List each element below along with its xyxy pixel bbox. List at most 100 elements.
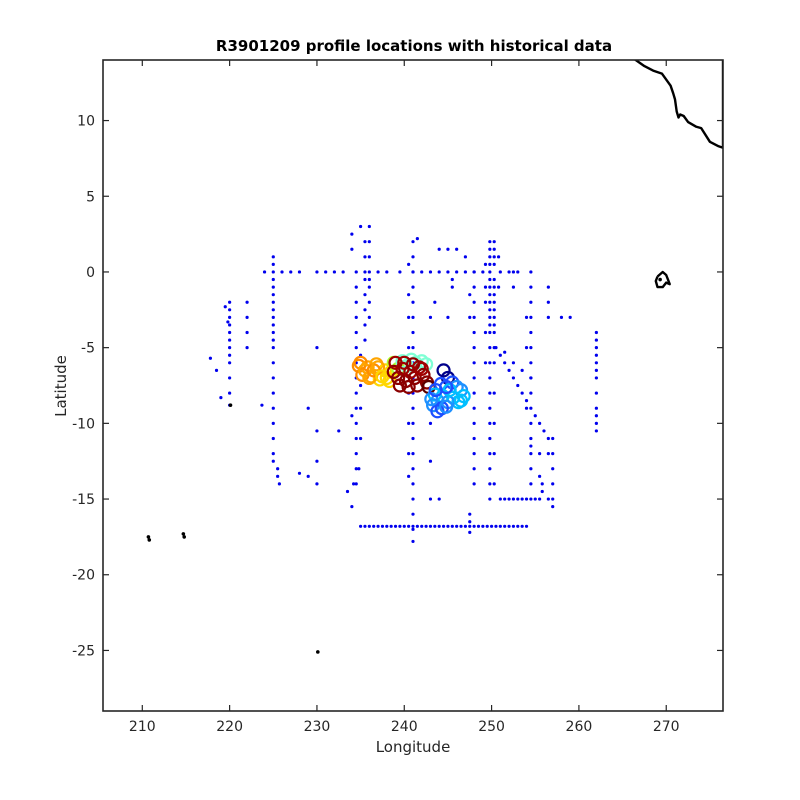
historical-point <box>488 255 492 259</box>
historical-point <box>488 277 492 282</box>
historical-point <box>485 524 489 528</box>
historical-point <box>492 277 496 282</box>
historical-point <box>472 391 476 395</box>
historical-point <box>481 524 485 528</box>
historical-point <box>492 330 496 335</box>
historical-point <box>483 361 488 365</box>
historical-point <box>271 285 275 289</box>
historical-point <box>492 391 496 395</box>
island <box>146 535 151 539</box>
historical-point <box>271 308 275 312</box>
historical-point <box>214 368 219 372</box>
historical-point <box>280 270 284 274</box>
historical-point <box>363 338 367 342</box>
profile-marker <box>362 370 377 386</box>
island <box>658 277 662 282</box>
historical-point <box>276 474 280 478</box>
historical-point <box>492 262 496 266</box>
historical-point <box>520 368 524 372</box>
historical-point <box>271 300 275 304</box>
x-axis-label: Longitude <box>376 738 451 756</box>
historical-point <box>488 262 492 266</box>
historical-point <box>367 285 371 289</box>
historical-point <box>488 247 492 251</box>
historical-point <box>529 444 533 448</box>
historical-point <box>271 346 275 350</box>
historical-point <box>511 285 516 289</box>
historical-point <box>533 414 537 418</box>
historical-point <box>594 406 598 410</box>
historical-point <box>538 452 542 456</box>
historical-point <box>498 270 502 274</box>
historical-point <box>446 247 450 251</box>
historical-point <box>529 482 533 486</box>
historical-point <box>271 330 275 335</box>
historical-point <box>411 315 415 319</box>
historical-point <box>524 497 529 501</box>
island <box>228 403 233 407</box>
historical-point <box>359 524 363 528</box>
x-tick-label: 270 <box>653 719 680 735</box>
historical-point <box>488 436 492 441</box>
historical-point <box>594 429 598 433</box>
profile-marker <box>414 361 429 376</box>
historical-point <box>594 361 598 365</box>
historical-point <box>546 452 550 456</box>
historical-point <box>520 391 524 395</box>
historical-point <box>306 406 310 410</box>
historical-point <box>503 361 507 365</box>
historical-point <box>472 330 476 335</box>
historical-point <box>350 232 354 236</box>
historical-point <box>472 270 476 274</box>
historical-point <box>407 421 411 425</box>
historical-point <box>494 524 498 528</box>
historical-point <box>354 270 358 274</box>
historical-point <box>529 376 533 380</box>
historical-point <box>354 406 358 410</box>
historical-point <box>516 383 520 388</box>
historical-point <box>341 270 345 274</box>
historical-point <box>357 467 361 471</box>
historical-point <box>271 459 275 463</box>
historical-point <box>594 353 598 357</box>
historical-point <box>354 330 358 335</box>
historical-point <box>428 524 433 528</box>
historical-point <box>538 421 542 425</box>
historical-point <box>271 270 275 274</box>
profile-marker <box>442 382 457 398</box>
historical-point <box>488 497 492 501</box>
historical-point <box>524 346 529 350</box>
x-tick-label: 220 <box>216 719 243 735</box>
historical-point <box>463 255 467 259</box>
historical-point <box>533 497 537 501</box>
historical-point <box>540 482 544 486</box>
historical-point <box>488 361 492 365</box>
historical-point <box>411 539 415 544</box>
historical-point <box>524 524 529 528</box>
historical-point <box>472 315 476 319</box>
profile-marker <box>357 363 373 378</box>
historical-point <box>594 414 598 418</box>
historical-point <box>524 406 529 410</box>
historical-point <box>507 270 511 274</box>
historical-point <box>511 361 516 365</box>
historical-point <box>245 346 249 350</box>
historical-point <box>315 429 319 433</box>
historical-point <box>208 356 213 360</box>
historical-point <box>367 270 371 274</box>
historical-point <box>271 421 275 425</box>
historical-point <box>271 323 275 327</box>
historical-point <box>354 300 358 304</box>
historical-point <box>363 270 367 274</box>
x-tick-label: 210 <box>129 719 156 735</box>
profile-marker <box>436 363 451 378</box>
historical-point <box>524 315 529 319</box>
historical-point <box>476 524 481 528</box>
historical-point <box>228 315 232 319</box>
historical-point <box>488 315 492 319</box>
historical-point <box>529 497 533 501</box>
historical-point <box>546 300 550 304</box>
profile-marker <box>416 367 431 383</box>
historical-point <box>245 315 249 319</box>
historical-point <box>529 436 533 441</box>
